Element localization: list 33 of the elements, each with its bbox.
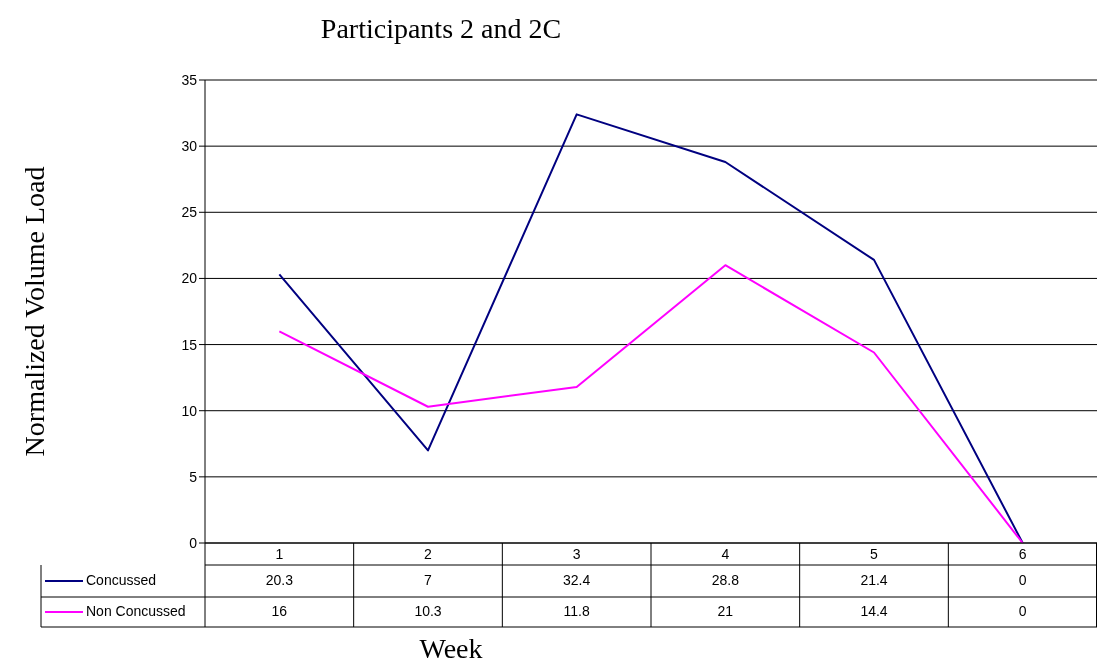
data-label: 20.3 <box>265 572 294 588</box>
x-tick-label: 3 <box>572 545 581 562</box>
y-tick-label: 10 <box>181 402 198 419</box>
y-tick-label: 30 <box>181 138 198 155</box>
data-label: 28.8 <box>711 572 740 588</box>
line-series <box>278 264 1024 543</box>
x-tick-label: 2 <box>424 545 433 562</box>
y-tick-label: 25 <box>181 204 198 221</box>
x-tick-label: 4 <box>721 545 730 562</box>
data-label: 10.3 <box>414 603 442 619</box>
y-tick-label: 15 <box>181 336 198 353</box>
x-tick-label: 6 <box>1018 545 1027 562</box>
data-label: 14.4 <box>860 603 888 619</box>
legend-label: Concussed <box>86 572 157 588</box>
data-label: 0 <box>1018 603 1027 619</box>
data-label: 11.8 <box>563 603 590 619</box>
y-tick-label: 20 <box>181 270 198 287</box>
data-label: 21 <box>717 603 734 619</box>
y-tick-label: 0 <box>189 534 198 551</box>
line-series <box>278 113 1024 543</box>
data-label: 0 <box>1018 572 1027 588</box>
legend-label: Non Concussed <box>86 603 186 619</box>
data-label: 32.4 <box>563 572 591 588</box>
x-tick-label: 1 <box>275 545 284 562</box>
y-axis-title: Normalized Volume Load <box>19 166 50 457</box>
x-axis-title: Week <box>419 633 483 664</box>
y-tick-label: 5 <box>189 468 198 485</box>
data-label: 7 <box>424 572 433 588</box>
x-tick-label: 5 <box>870 545 879 562</box>
data-label: 16 <box>271 603 288 619</box>
chart-title: Participants 2 and 2C <box>320 13 562 44</box>
y-tick-label: 35 <box>181 71 198 88</box>
data-label: 21.4 <box>860 572 888 588</box>
